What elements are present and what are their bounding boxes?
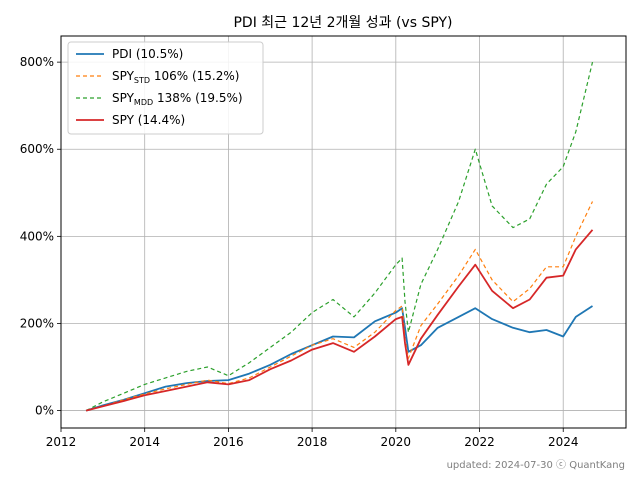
x-tick-label: 2022 <box>464 435 495 449</box>
x-tick-label: 2018 <box>297 435 328 449</box>
x-tick-label: 2016 <box>213 435 244 449</box>
series-line-0 <box>85 305 593 412</box>
y-tick-label: 400% <box>20 229 54 243</box>
series-line-3 <box>85 229 594 412</box>
series-line-1 <box>85 201 594 412</box>
x-tick-label: 2024 <box>548 435 579 449</box>
legend-label: SPYMDD 138% (19.5%) <box>112 91 243 107</box>
x-tick-label: 2020 <box>381 435 412 449</box>
y-tick-label: 200% <box>20 316 54 330</box>
axis-ticks: 2012 2014 2016 2018 2020 2022 2024 0% 200% 400% 60… <box>20 55 579 449</box>
plot-frame <box>60 35 627 429</box>
y-tick-label: 600% <box>20 142 54 156</box>
legend-box <box>67 41 264 135</box>
legend-label: SPYSTD 106% (15.2%) <box>112 69 239 85</box>
footer-note: updated: 2024-07-30 ⓒ QuantKang <box>447 459 625 471</box>
legend-label: PDI (10.5%) <box>112 47 183 61</box>
series-lines <box>85 61 594 412</box>
y-tick-label: 800% <box>20 55 54 69</box>
legend: PDI (10.5%) SPYSTD 106% (15.2%) SPYMDD 138… <box>67 41 264 135</box>
legend-label: SPY (14.4%) <box>112 113 185 127</box>
x-tick-label: 2012 <box>46 435 77 449</box>
x-tick-label: 2014 <box>129 435 160 449</box>
y-tick-label: 0% <box>35 404 54 418</box>
series-line-2 <box>85 61 594 412</box>
chart-title: PDI 최근 12년 2개월 성과 (vs SPY) <box>233 15 452 31</box>
